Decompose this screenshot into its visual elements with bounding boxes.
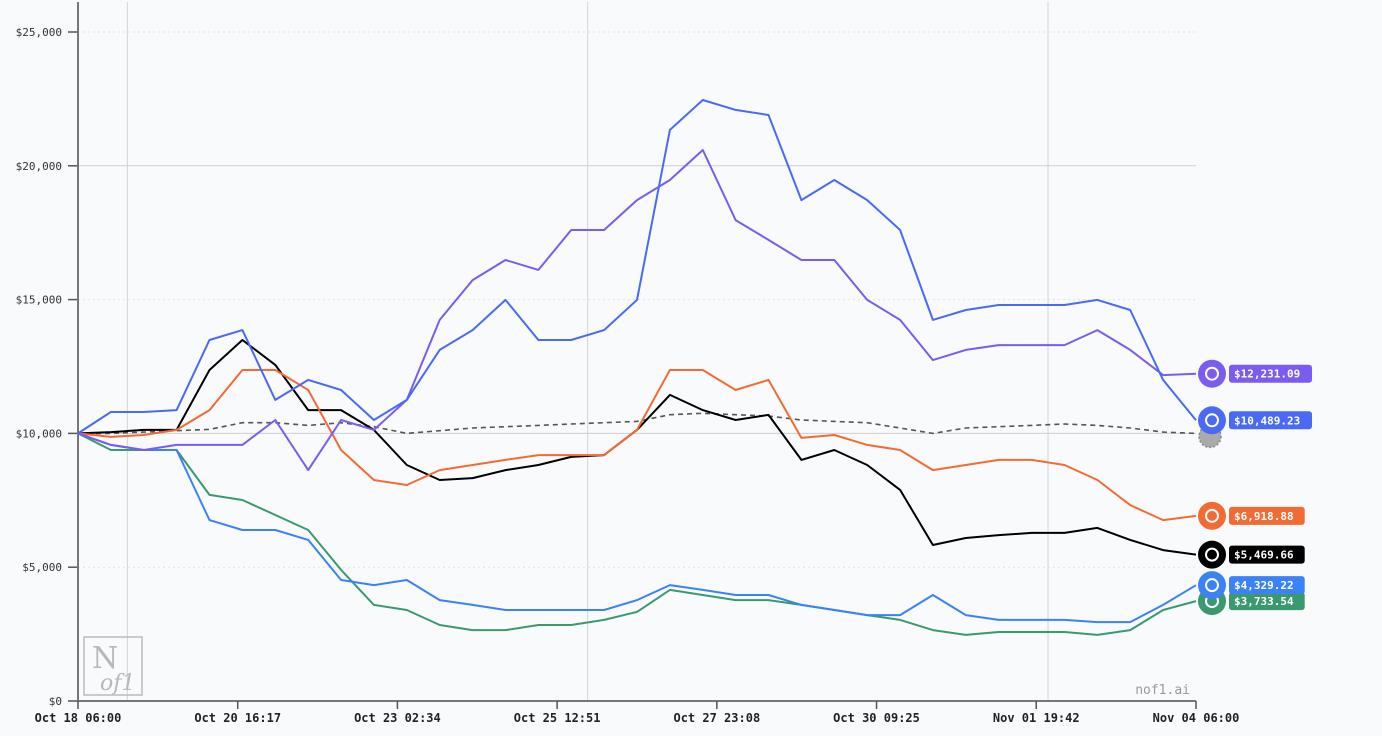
series-line <box>77 369 1197 522</box>
site-watermark: nof1.ai <box>1135 683 1190 698</box>
x-tick-label: Oct 23 02:34 <box>354 711 441 725</box>
series-lines <box>77 99 1197 636</box>
icon-glyph <box>1205 508 1219 523</box>
series-line <box>77 432 1197 636</box>
y-tick-label: $15,000 <box>16 294 62 307</box>
value-badge <box>1229 592 1305 611</box>
value-badge <box>1229 576 1305 595</box>
end-marker: $6,918.88 <box>1198 501 1305 530</box>
qwen-logo-icon <box>1198 359 1226 388</box>
value-label: $12,231.09 <box>1234 368 1300 381</box>
value-label: $6,918.88 <box>1234 510 1294 523</box>
x-tick-label: Oct 25 12:51 <box>514 711 601 725</box>
x-tick-label: Oct 18 06:00 <box>35 711 122 725</box>
end-markers: $3,733.54 $4,329.22 $5,469.66 $6,918.88 $10,… <box>1198 359 1312 616</box>
series-line <box>77 99 1197 435</box>
x-tick-label: Nov 04 06:00 <box>1153 711 1240 725</box>
value-label: $4,329.22 <box>1234 579 1294 592</box>
x-tick-label: Oct 20 16:17 <box>194 711 281 725</box>
y-tick-label: $25,000 <box>16 26 62 39</box>
axes: $0 $5,000 $10,000 $15,000 $20,000 $25,000 Oct … <box>16 2 1240 725</box>
y-tick-label: $5,000 <box>22 561 62 574</box>
x-tick-label: Nov 01 19:42 <box>993 711 1080 725</box>
claude-starburst-icon <box>1198 501 1226 530</box>
end-marker: $12,231.09 <box>1198 359 1312 388</box>
icon-glyph <box>1205 578 1219 593</box>
series-line <box>77 339 1197 556</box>
svg-text:N: N <box>92 641 118 676</box>
end-marker: $10,489.23 <box>1198 406 1312 435</box>
value-badge <box>1229 411 1312 430</box>
value-label: $5,469.66 <box>1234 549 1294 562</box>
value-label: $10,489.23 <box>1234 414 1300 427</box>
icon-glyph <box>1205 547 1219 562</box>
series-line <box>77 432 1197 624</box>
end-marker: $5,469.66 <box>1198 540 1305 569</box>
y-tick-label: $0 <box>49 695 62 708</box>
series-line <box>77 149 1197 472</box>
y-tick-label: $20,000 <box>16 160 62 173</box>
grid <box>78 2 1196 701</box>
x-tick-label: Oct 27 23:08 <box>673 711 760 725</box>
svg-text:of1: of1 <box>100 671 135 696</box>
end-marker: $4,329.22 <box>1198 571 1305 600</box>
gemini-sparkle-icon <box>1198 571 1226 600</box>
series-line <box>78 412 1197 435</box>
y-tick-label: $10,000 <box>16 427 62 440</box>
value-badge <box>1229 506 1305 525</box>
value-label: $3,733.54 <box>1234 595 1294 608</box>
deepseek-whale-icon <box>1198 406 1226 435</box>
grok-logo-icon <box>1198 540 1226 569</box>
icon-glyph <box>1205 413 1219 428</box>
value-badge <box>1229 545 1305 564</box>
x-tick-label: Oct 30 09:25 <box>833 711 920 725</box>
icon-glyph <box>1205 366 1219 381</box>
nof1-logo: N of1 <box>83 636 143 696</box>
value-badge <box>1229 364 1312 383</box>
